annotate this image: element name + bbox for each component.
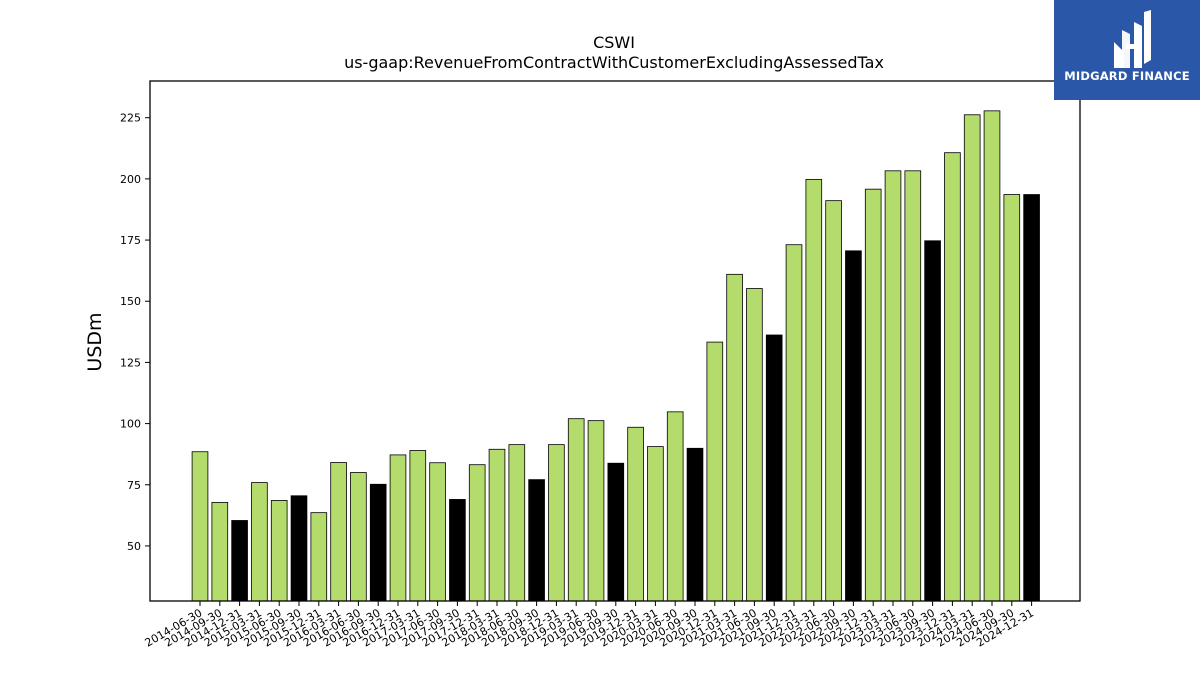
- chart-subtitle: us-gaap:RevenueFromContractWithCustomerE…: [344, 53, 884, 72]
- y-tick-label: 175: [120, 234, 141, 247]
- bar-2021-09-30: [765, 334, 783, 602]
- y-axis-label: USDm: [84, 312, 106, 371]
- bar-2020-03-31: [647, 446, 664, 602]
- bar-2020-09-30: [686, 447, 704, 602]
- bar-2023-12-31: [944, 152, 961, 602]
- bar-2016-03-31: [330, 462, 347, 602]
- plot-frame: [149, 80, 1081, 602]
- bar-2014-12-31: [231, 520, 248, 602]
- bars-layer: [191, 110, 1040, 602]
- bar-2021-12-31: [785, 244, 803, 602]
- bar-2018-12-31: [548, 444, 565, 602]
- bar-2016-12-31: [389, 454, 407, 602]
- bar-2015-06-30: [270, 500, 288, 602]
- bar-2017-12-31: [468, 464, 486, 602]
- bar-2024-06-30: [983, 110, 1001, 602]
- bar-2022-12-31: [864, 188, 882, 602]
- y-tick-label: 150: [120, 295, 141, 308]
- bar-2017-09-30: [449, 499, 466, 602]
- bar-2022-03-31: [805, 178, 823, 602]
- bar-2023-03-31: [884, 170, 902, 602]
- x-axis-ticks: 2014-06-302014-09-302014-12-312015-03-31…: [143, 601, 1036, 650]
- bar-2022-06-30: [825, 200, 842, 602]
- bar-2018-09-30: [528, 479, 545, 602]
- bar-2017-06-30: [429, 462, 446, 602]
- bar-2015-12-31: [310, 512, 328, 602]
- bar-2016-06-30: [350, 472, 367, 602]
- bar-2017-03-31: [409, 450, 427, 602]
- y-tick-label: 50: [127, 540, 141, 553]
- bar-2019-09-30: [607, 462, 625, 602]
- y-tick-label: 200: [120, 173, 141, 186]
- bar-2019-12-31: [627, 426, 644, 602]
- bar-2018-06-30: [508, 444, 526, 602]
- bar-2023-09-30: [924, 240, 941, 602]
- bar-2024-03-31: [963, 114, 981, 602]
- bar-2018-03-31: [488, 448, 506, 602]
- bar-2021-06-30: [746, 288, 763, 602]
- bar-2019-03-31: [567, 418, 585, 602]
- bar-2015-09-30: [290, 495, 308, 602]
- bar-2020-06-30: [666, 411, 684, 602]
- bar-2023-06-30: [904, 170, 922, 602]
- y-tick-label: 100: [120, 418, 141, 431]
- bar-2024-09-30: [1003, 194, 1021, 602]
- bar-2021-03-31: [726, 273, 743, 602]
- bar-2014-09-30: [211, 501, 229, 602]
- bar-2024-12-31: [1023, 194, 1040, 602]
- chart-title: CSWI: [593, 33, 635, 52]
- y-tick-label: 125: [120, 356, 141, 369]
- bar-2020-12-31: [706, 341, 724, 602]
- midgard-finance-logo: MIDGARD FINANCE: [1054, 0, 1200, 100]
- mf-monogram-icon: [1114, 10, 1151, 68]
- bar-2014-06-30: [191, 451, 209, 602]
- y-tick-label: 225: [120, 112, 141, 125]
- bar-2022-09-30: [845, 250, 862, 602]
- y-tick-label: 75: [127, 479, 141, 492]
- y-axis-ticks: 50 75 100 125 150 175 200 225: [120, 112, 150, 553]
- bar-2015-03-31: [251, 482, 268, 602]
- bar-2019-06-30: [587, 420, 605, 602]
- bar-2016-09-30: [369, 483, 387, 602]
- logo-text: MIDGARD FINANCE: [1064, 69, 1190, 83]
